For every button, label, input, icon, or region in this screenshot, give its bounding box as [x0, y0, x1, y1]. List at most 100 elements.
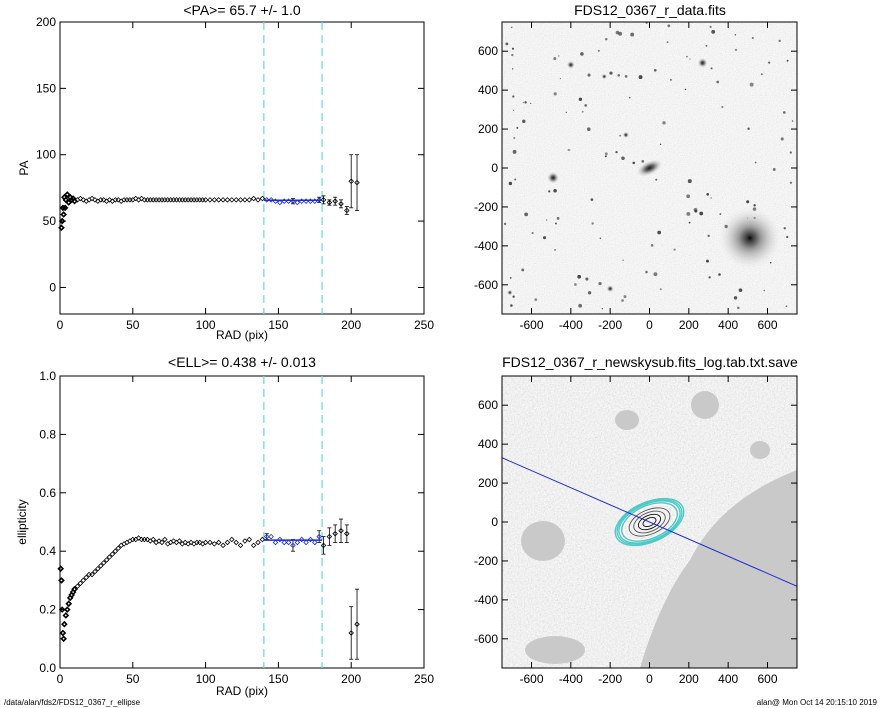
- pa-data-point: [246, 197, 253, 203]
- pa-data-point: [229, 197, 235, 203]
- ellipticity-x-tick-label: 250: [414, 672, 434, 686]
- pa-data-point: [338, 201, 344, 207]
- star: [760, 73, 763, 76]
- star: [510, 304, 513, 307]
- data-image-x-tick-label: -400: [559, 318, 583, 332]
- pa-data-point: [61, 204, 69, 212]
- data-image-y-tick-label: -600: [474, 278, 498, 292]
- ellipticity-y-tick-label: 1.0: [39, 369, 56, 383]
- star: [554, 222, 557, 225]
- ellipticity-data-point: [197, 539, 203, 546]
- ellipticity-plot-frame: [59, 375, 425, 669]
- star: [684, 88, 687, 91]
- star: [673, 248, 676, 251]
- skysub-image-x-tick-label: 0: [646, 672, 653, 686]
- pa-data-point: [65, 199, 73, 206]
- star: [553, 92, 557, 96]
- data-image-y-tick-label: -400: [474, 239, 498, 253]
- star: [653, 272, 658, 277]
- pa-data-point: [92, 197, 98, 203]
- ellipticity-data-point: [62, 612, 70, 619]
- ellipticity-data-point: [144, 536, 151, 543]
- star: [689, 58, 691, 60]
- ellipticity-data-point: [348, 630, 354, 636]
- pa-y-tick-label: 50: [43, 214, 57, 228]
- pa-panel: 0 50 100 150 200 250 0 50 100 150 200 <PA>= 65.7 +…: [17, 2, 434, 342]
- pa-data-point: [277, 199, 283, 206]
- data-image-y-tick-label: 0: [491, 161, 498, 175]
- ellipticity-data-point: [162, 536, 168, 543]
- star: [716, 80, 720, 84]
- ellipticity-data-point: [58, 577, 65, 584]
- ellipticity-data-point: [303, 539, 309, 546]
- star: [706, 259, 709, 263]
- star: [705, 44, 708, 47]
- pa-data-point: [89, 195, 95, 202]
- star: [511, 68, 514, 70]
- star: [554, 249, 556, 251]
- bright-source: [606, 285, 614, 293]
- skysub-image-x-tick-label: 600: [757, 672, 777, 686]
- star: [510, 26, 513, 29]
- ellipticity-data-point: [60, 635, 67, 643]
- star: [577, 274, 582, 279]
- star: [783, 227, 786, 230]
- star: [505, 42, 509, 46]
- pa-data-point: [62, 196, 70, 204]
- star: [754, 161, 757, 164]
- star: [719, 213, 722, 215]
- star: [751, 36, 754, 40]
- ellipticity-data-point: [135, 535, 142, 541]
- star: [659, 288, 662, 291]
- pa-data-point: [320, 197, 327, 203]
- ellipticity-data-point: [294, 539, 301, 546]
- pa-marks: [58, 22, 360, 314]
- star: [503, 222, 507, 226]
- ellipticity-data-point: [61, 620, 68, 628]
- star: [749, 82, 754, 87]
- skysub-image-title: FDS12_0367_r_newskysub.fits_log.tab.txt.…: [502, 354, 798, 370]
- star: [657, 230, 662, 235]
- star: [615, 151, 618, 154]
- star: [659, 143, 662, 146]
- ellipticity-data-point: [255, 539, 261, 546]
- star: [768, 61, 771, 64]
- ellipticity-data-point: [320, 542, 327, 549]
- ellipticity-data-point: [250, 542, 257, 549]
- star: [512, 295, 515, 298]
- bright-source: [566, 60, 575, 69]
- pa-data-point: [63, 191, 71, 198]
- star: [511, 47, 514, 50]
- ellipticity-data-point: [215, 539, 222, 546]
- ellipticity-data-point: [74, 583, 81, 590]
- star: [545, 219, 548, 221]
- ellipticity-data-point: [95, 565, 101, 572]
- ellipticity-data-point: [233, 539, 239, 546]
- skysub-image-x-tick-label: -400: [559, 672, 583, 686]
- star: [604, 152, 608, 156]
- star: [559, 77, 561, 80]
- star: [721, 105, 724, 109]
- star: [587, 73, 591, 77]
- pa-y-tick-label: 100: [36, 148, 56, 162]
- skysub-image-ticks: -600 -400 -200 0 200 400 600 -600 -400 -200 0 200 40…: [474, 376, 797, 686]
- star: [710, 197, 712, 199]
- star: [734, 48, 738, 52]
- ellipticity-data-point: [83, 574, 89, 581]
- ellipticity-data-point: [112, 548, 119, 554]
- star: [686, 55, 688, 58]
- ellipticity-data-point: [98, 563, 104, 569]
- star: [772, 167, 776, 171]
- pa-data-point: [215, 197, 222, 203]
- ellipticity-y-tick-label: 0.0: [39, 661, 56, 675]
- star: [666, 41, 669, 44]
- star: [512, 95, 515, 98]
- star: [581, 110, 584, 113]
- star: [578, 303, 583, 308]
- data-image-y-tick-label: 200: [478, 122, 498, 136]
- isophote-ellipse-fit: [614, 497, 685, 547]
- isophote-ellipse-core: [637, 513, 662, 531]
- star: [711, 29, 716, 34]
- pa-data-point: [316, 197, 322, 203]
- bright-source: [697, 58, 708, 68]
